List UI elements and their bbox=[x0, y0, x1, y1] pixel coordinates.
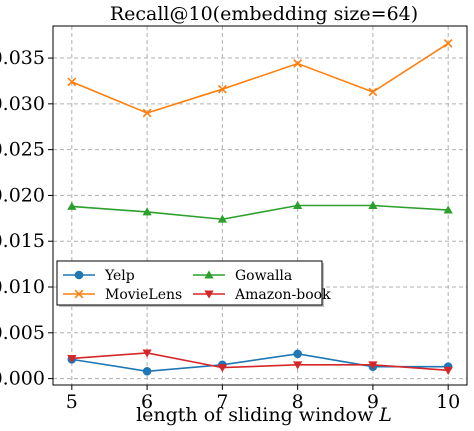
data-point-amazon-book bbox=[293, 361, 303, 370]
data-point-gowalla bbox=[443, 205, 453, 214]
x-axis-label-variable: L bbox=[378, 404, 392, 426]
legend-item-gowalla: Gowalla bbox=[193, 268, 292, 284]
marker-stroke bbox=[217, 84, 227, 94]
plot-frame bbox=[52, 25, 468, 386]
series-line-amazon-book bbox=[71, 352, 449, 372]
data-point-amazon-book bbox=[443, 366, 453, 375]
legend-marker bbox=[204, 270, 214, 279]
legend-label: Yelp bbox=[104, 268, 135, 284]
x-tick-label: 5 bbox=[66, 391, 78, 413]
data-point-yelp bbox=[142, 366, 152, 376]
marker-stroke bbox=[368, 87, 378, 97]
data-point-yelp bbox=[293, 349, 302, 359]
data-point-gowalla bbox=[67, 201, 77, 210]
marker-stroke bbox=[74, 289, 84, 299]
y-tick-label: 0.010 bbox=[0, 276, 45, 298]
data-point-movielens bbox=[443, 39, 453, 48]
data-point-gowalla bbox=[142, 207, 152, 216]
legend-marker bbox=[74, 289, 84, 299]
chart-title: Recall@10(embedding size=64) bbox=[110, 3, 418, 25]
data-point-gowalla bbox=[293, 200, 303, 209]
series-line-movielens bbox=[71, 42, 449, 114]
y-tick-label: 0.015 bbox=[0, 230, 45, 252]
series-gowalla bbox=[67, 200, 453, 223]
legend-box bbox=[56, 260, 323, 306]
y-tick-label: 0.025 bbox=[0, 139, 45, 161]
axis-ticks: 5 6 7 8 9 10 0.000 0.005 0.010 0.015 0.020 0.025 0.0… bbox=[0, 47, 460, 413]
x-tick-label: 9 bbox=[367, 391, 379, 413]
marker-stroke bbox=[142, 108, 152, 118]
data-point-movielens bbox=[142, 108, 152, 118]
legend-label: MovieLens bbox=[105, 287, 182, 303]
series-layer bbox=[67, 39, 453, 376]
legend-item-yelp: Yelp bbox=[63, 268, 135, 284]
legend-item-movielens: MovieLens bbox=[63, 287, 182, 303]
x-tick-label: 7 bbox=[216, 391, 228, 413]
marker-stroke bbox=[67, 77, 77, 87]
series-line-gowalla bbox=[71, 204, 449, 221]
data-point-amazon-book bbox=[142, 349, 152, 358]
x-axis-label-text: length of sliding window bbox=[136, 404, 374, 426]
legend: Yelp MovieLens Gowalla Amazon-book bbox=[56, 260, 331, 307]
x-tick-label: 8 bbox=[292, 391, 304, 413]
data-point-gowalla bbox=[217, 214, 227, 223]
data-point-amazon-book bbox=[217, 364, 227, 373]
series-amazon-book bbox=[67, 349, 453, 375]
y-tick-label: 0.030 bbox=[0, 93, 45, 115]
legend-label: Amazon-book bbox=[234, 287, 331, 303]
data-point-movielens bbox=[217, 84, 227, 94]
data-point-movielens bbox=[293, 59, 303, 68]
y-tick-label: 0.035 bbox=[0, 47, 45, 69]
data-point-amazon-book bbox=[67, 354, 77, 364]
marker-stroke bbox=[443, 39, 453, 48]
series-movielens bbox=[67, 39, 453, 118]
data-point-amazon-book bbox=[368, 361, 378, 370]
grid bbox=[53, 26, 467, 385]
x-tick-label: 6 bbox=[141, 391, 153, 413]
marker-stroke bbox=[293, 59, 303, 68]
x-tick-label: 10 bbox=[436, 391, 460, 413]
legend-marker bbox=[74, 270, 84, 280]
data-point-gowalla bbox=[368, 200, 378, 209]
data-point-movielens bbox=[67, 77, 77, 87]
legend-item-amazon-book: Amazon-book bbox=[193, 287, 331, 303]
legend-marker bbox=[204, 290, 214, 299]
y-tick-label: 0.000 bbox=[0, 368, 45, 390]
legend-label: Gowalla bbox=[235, 268, 292, 284]
data-point-movielens bbox=[368, 87, 378, 97]
series-line-yelp bbox=[71, 353, 449, 373]
y-tick-label: 0.020 bbox=[0, 184, 45, 206]
x-axis-label: length of sliding window L bbox=[136, 404, 392, 426]
y-tick-label: 0.005 bbox=[0, 322, 45, 344]
